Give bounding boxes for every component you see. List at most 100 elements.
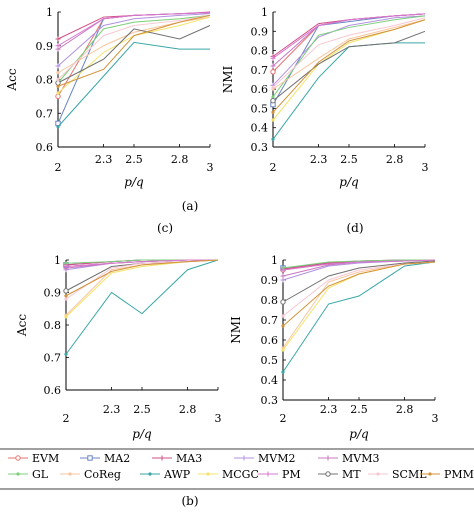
series-marker [55,36,61,42]
series-marker [271,85,275,89]
y-tick-label: 0.9 [261,274,279,287]
series-awp [56,41,210,129]
legend-entry-pmm: PMM [420,468,474,481]
x-tick-label: 3 [432,412,439,425]
series-line [272,13,426,59]
series-awp [271,42,425,141]
series-line [282,259,435,269]
series-mcgc [64,259,219,319]
series-marker [56,125,60,129]
series-line [272,19,426,113]
series-marker [280,299,286,305]
series-marker [270,69,276,75]
x-tick-label: 2.8 [396,403,414,416]
series-mt [280,260,436,305]
legend-entry-pm: PM [258,468,301,481]
legend-label: GL [32,468,49,481]
legend-label: AWP [163,468,191,481]
legend-entry-coreg: CoReg [60,468,121,481]
y-tick-label: 0.6 [36,141,54,154]
legend: EVM MA2 MA3 MVM2 MVM3 GL CoReg AWP MCGC PM MT SCML P… [0,448,474,490]
panel-caption: (a) [182,199,199,213]
chart-panel-bottom-left: 0.6 0.7 0.8 0.9 1 2 2.3 2.5 2.8 3 p/q Acc [15,254,222,441]
series-awp [281,261,436,374]
series-line [57,14,211,84]
x-axis-label: p/q [349,427,369,441]
series-coreg [56,16,211,75]
series-pm [55,12,211,49]
x-tick-label: 2.5 [340,153,358,166]
series-pm [280,259,436,273]
legend-label: PMM [444,468,474,481]
series-marker [64,294,68,298]
x-tick-label: 2.8 [171,153,189,166]
y-tick-label: 0.8 [44,319,62,332]
series-awp [64,259,219,356]
y-tick-label: 0.8 [36,74,54,87]
series-marker [281,370,285,374]
x-tick-label: 2 [55,161,62,174]
y-axis-label: Acc [5,68,19,91]
series-marker [64,261,68,265]
x-tick-label: 2.3 [103,403,121,416]
series-line [57,13,211,67]
series-mvm2 [55,13,211,69]
series-line [57,14,211,87]
legend-label: PM [282,468,301,481]
series-line [65,259,219,318]
series-marker [270,63,276,69]
series-marker [270,98,276,104]
series-line [65,259,219,316]
x-tick-label: 2.5 [350,403,368,416]
x-tick-label: 2.5 [133,403,151,416]
legend-label: SCML [392,468,427,481]
series-marker [55,93,61,100]
y-tick-label: 0.8 [261,294,279,307]
series-pmm [281,261,436,328]
x-axis-label: p/q [132,427,152,441]
x-axis-label: p/q [124,175,144,189]
series-marker [280,273,286,279]
y-tick-label: 1 [54,254,61,267]
series-marker [271,118,275,122]
series-line [272,15,426,86]
series-line [65,259,219,355]
y-axis-label: NMI [221,65,235,93]
y-tick-label: 0.9 [251,25,269,38]
series-marker [56,91,60,95]
x-tick-label: 2.8 [386,153,404,166]
x-tick-label: 2.5 [125,153,143,166]
series-marker [63,264,69,269]
x-tick-label: 2 [280,412,287,425]
series-marker [63,288,69,294]
y-tick-label: 0.7 [251,64,269,77]
x-axis-label: p/q [339,175,359,189]
series-line [57,14,211,80]
x-tick-label: 3 [422,161,429,174]
series-marker [64,297,68,301]
series-marker [56,84,60,88]
series-marker [281,314,285,318]
series-marker [271,137,275,141]
chart-panel-bottom-right: 0.3 0.4 0.5 0.6 0.7 0.8 0.9 1 2 2.3 2.5 2.8 3 p/q NMI [229,254,439,441]
series-scml [56,14,211,82]
y-tick-label: 0.4 [251,122,269,135]
y-tick-label: 0.7 [36,107,54,120]
series-pmm [56,14,211,88]
series-line [272,30,426,102]
x-tick-label: 3 [207,161,214,174]
panel-caption: (b) [181,494,198,508]
legend-entry-ma2: MA2 [80,452,130,465]
y-tick-label: 0.6 [44,384,62,397]
legend-label: MVM2 [258,452,295,465]
series-marker [281,348,285,352]
y-tick-label: 1 [271,254,278,267]
series-line [282,261,436,327]
y-tick-label: 0.8 [251,45,269,58]
x-tick-label: 2.3 [95,153,113,166]
y-tick-label: 0.4 [261,374,279,387]
series-coreg [64,259,219,317]
series-line [272,17,426,88]
legend-label: CoReg [84,468,121,481]
